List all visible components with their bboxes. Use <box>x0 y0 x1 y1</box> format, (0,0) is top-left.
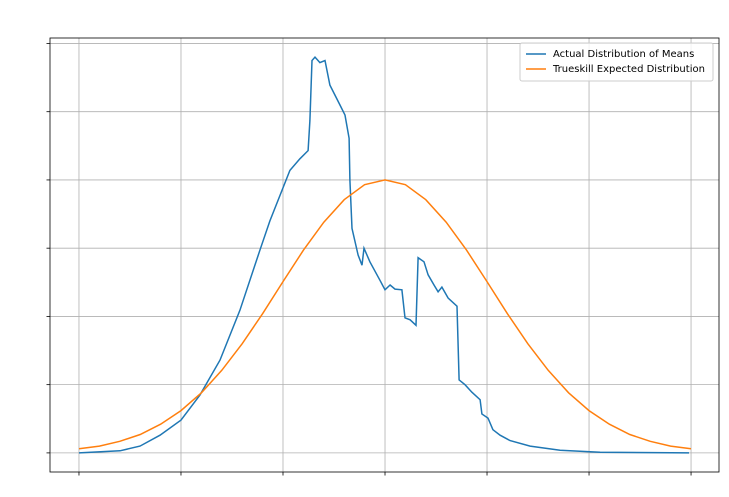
line <box>78 179 692 450</box>
line <box>78 55 690 454</box>
legend-box <box>519 42 714 82</box>
plot-frame <box>49 37 720 473</box>
legend-label: Trueskill Expected Distribution <box>552 64 705 75</box>
legend-label: Actual Distribution of Means <box>553 49 694 60</box>
